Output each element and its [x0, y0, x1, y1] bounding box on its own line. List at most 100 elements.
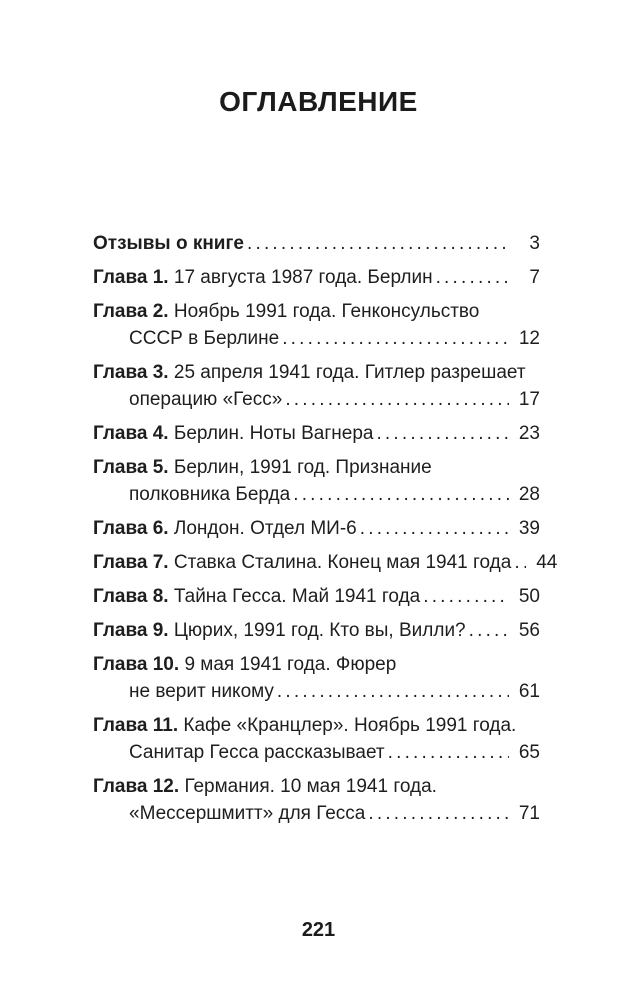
toc-entry-chapter-4: Глава 4. Берлин. Ноты Вагнера 23	[93, 420, 540, 447]
toc-line: Глава 10. 9 мая 1941 года. Фюрер	[93, 651, 540, 678]
entry-text: Глава 6. Лондон. Отдел МИ-6	[93, 515, 357, 542]
dot-leader	[423, 583, 509, 610]
toc-entry-chapter-12: Глава 12. Германия. 10 мая 1941 года. «М…	[93, 773, 540, 827]
toc-entry-chapter-5: Глава 5. Берлин, 1991 год. Признание пол…	[93, 454, 540, 508]
entry-page: 61	[518, 681, 540, 702]
entry-page: 71	[518, 803, 540, 824]
entry-text: Глава 12. Германия. 10 мая 1941 года.	[93, 773, 437, 800]
toc-line-wrap: операцию «Гесс» 17	[93, 386, 540, 413]
toc-line: Глава 6. Лондон. Отдел МИ-6 39	[93, 515, 540, 542]
page-title: ОГЛАВЛЕНИЕ	[219, 86, 418, 117]
toc-entry-chapter-3: Глава 3. 25 апреля 1941 года. Гитлер раз…	[93, 359, 540, 413]
toc-line-wrap: СССР в Берлине 12	[93, 325, 540, 352]
entry-label: Отзывы о книге	[93, 233, 244, 254]
toc-line: Глава 11. Кафе «Кранцлер». Ноябрь 1991 г…	[93, 712, 540, 739]
toc-line-wrap: не верит никому 61	[93, 678, 540, 705]
dot-leader	[247, 230, 509, 257]
toc-line: Глава 3. 25 апреля 1941 года. Гитлер раз…	[93, 359, 540, 386]
entry-text: Глава 8. Тайна Гесса. Май 1941 года	[93, 583, 420, 610]
entry-title: Ставка Сталина. Конец мая 1941 года	[173, 552, 512, 573]
dot-leader	[436, 264, 509, 291]
entry-label: Глава 8.	[93, 586, 169, 607]
entry-title: 17 августа 1987 года. Берлин	[173, 267, 433, 288]
page-number: 221	[301, 919, 336, 941]
entry-text: Глава 4. Берлин. Ноты Вагнера	[93, 420, 373, 447]
entry-title: Ноябрь 1991 года. Генконсульство	[173, 301, 480, 322]
dot-leader	[376, 420, 509, 447]
entry-title: 25 апреля 1941 года. Гитлер разрешает	[173, 362, 526, 383]
toc-line: Глава 12. Германия. 10 мая 1941 года.	[93, 773, 540, 800]
toc-entry-chapter-6: Глава 6. Лондон. Отдел МИ-6 39	[93, 515, 540, 542]
toc-entry-chapter-7: Глава 7. Ставка Сталина. Конец мая 1941 …	[93, 549, 557, 576]
entry-text: Глава 10. 9 мая 1941 года. Фюрер	[93, 651, 396, 678]
entry-page: 50	[518, 586, 540, 607]
entry-page: 56	[518, 620, 540, 641]
toc-line-wrap: «Мессершмитт» для Гесса 71	[93, 800, 540, 827]
entry-label: Глава 10.	[93, 654, 180, 675]
toc-entry-chapter-11: Глава 11. Кафе «Кранцлер». Ноябрь 1991 г…	[93, 712, 540, 766]
entry-text: Глава 2. Ноябрь 1991 года. Генконсульств…	[93, 298, 479, 325]
entry-title: Цюрих, 1991 год. Кто вы, Вилли?	[173, 620, 466, 641]
entry-title: 9 мая 1941 года. Фюрер	[184, 654, 397, 675]
entry-page: 17	[518, 389, 540, 410]
entry-page: 44	[536, 552, 558, 573]
toc-line: Глава 1. 17 августа 1987 года. Берлин 7	[93, 264, 540, 291]
toc-line: Отзывы о книге 3	[93, 230, 540, 257]
entry-title: Берлин. Ноты Вагнера	[173, 423, 374, 444]
entry-title-cont: «Мессершмитт» для Гесса	[129, 803, 366, 824]
dot-leader	[282, 325, 509, 352]
entry-title: Германия. 10 мая 1941 года.	[184, 776, 437, 797]
dot-leader	[360, 515, 509, 542]
toc-line-wrap: полковника Берда 28	[93, 481, 540, 508]
toc-line: Глава 5. Берлин, 1991 год. Признание	[93, 454, 540, 481]
entry-text: Глава 11. Кафе «Кранцлер». Ноябрь 1991 г…	[93, 712, 516, 739]
entry-label: Глава 1.	[93, 267, 169, 288]
entry-page: 7	[529, 267, 540, 288]
dot-leader	[469, 617, 509, 644]
entry-label: Глава 11.	[93, 715, 179, 736]
entry-label: Глава 6.	[93, 518, 169, 539]
entry-label: Глава 5.	[93, 457, 169, 478]
entry-page: 12	[518, 328, 540, 349]
entry-label: Глава 7.	[93, 552, 169, 573]
entry-title-cont: операцию «Гесс»	[129, 389, 283, 410]
dot-leader	[293, 481, 509, 508]
toc-entry-chapter-8: Глава 8. Тайна Гесса. Май 1941 года 50	[93, 583, 540, 610]
entry-label: Глава 3.	[93, 362, 169, 383]
toc-entry-reviews: Отзывы о книге 3	[93, 230, 540, 257]
entry-page: 28	[518, 484, 540, 505]
entry-label: Глава 4.	[93, 423, 169, 444]
entry-title-cont: не верит никому	[129, 681, 274, 702]
entry-page: 39	[518, 518, 540, 539]
entry-text: Глава 1. 17 августа 1987 года. Берлин	[93, 264, 433, 291]
toc-line: Глава 8. Тайна Гесса. Май 1941 года 50	[93, 583, 540, 610]
entry-title: Берлин, 1991 год. Признание	[173, 457, 432, 478]
dot-leader	[388, 739, 509, 766]
entry-text: Глава 3. 25 апреля 1941 года. Гитлер раз…	[93, 359, 526, 386]
entry-page: 23	[518, 423, 540, 444]
entry-title: Тайна Гесса. Май 1941 года	[173, 586, 421, 607]
toc-entry-chapter-2: Глава 2. Ноябрь 1991 года. Генконсульств…	[93, 298, 540, 352]
entry-label: Глава 9.	[93, 620, 169, 641]
dot-leader	[514, 549, 526, 576]
entry-text: Глава 9. Цюрих, 1991 год. Кто вы, Вилли?	[93, 617, 466, 644]
toc-line: Глава 9. Цюрих, 1991 год. Кто вы, Вилли?…	[93, 617, 540, 644]
entry-label: Глава 2.	[93, 301, 169, 322]
entry-page: 3	[529, 233, 540, 254]
entry-title-cont: СССР в Берлине	[129, 328, 280, 349]
entry-text: Глава 5. Берлин, 1991 год. Признание	[93, 454, 432, 481]
toc-line: Глава 4. Берлин. Ноты Вагнера 23	[93, 420, 540, 447]
entry-text: Отзывы о книге	[93, 230, 244, 257]
toc-entry-chapter-9: Глава 9. Цюрих, 1991 год. Кто вы, Вилли?…	[93, 617, 540, 644]
toc-entry-chapter-1: Глава 1. 17 августа 1987 года. Берлин 7	[93, 264, 540, 291]
entry-title: Лондон. Отдел МИ-6	[173, 518, 357, 539]
entry-page: 65	[518, 742, 540, 763]
toc-line: Глава 2. Ноябрь 1991 года. Генконсульств…	[93, 298, 540, 325]
entry-title: Кафе «Кранцлер». Ноябрь 1991 года.	[183, 715, 517, 736]
dot-leader	[368, 800, 509, 827]
dot-leader	[277, 678, 509, 705]
toc-line: Глава 7. Ставка Сталина. Конец мая 1941 …	[93, 549, 557, 576]
entry-label: Глава 12.	[93, 776, 180, 797]
entry-text: Глава 7. Ставка Сталина. Конец мая 1941 …	[93, 549, 511, 576]
